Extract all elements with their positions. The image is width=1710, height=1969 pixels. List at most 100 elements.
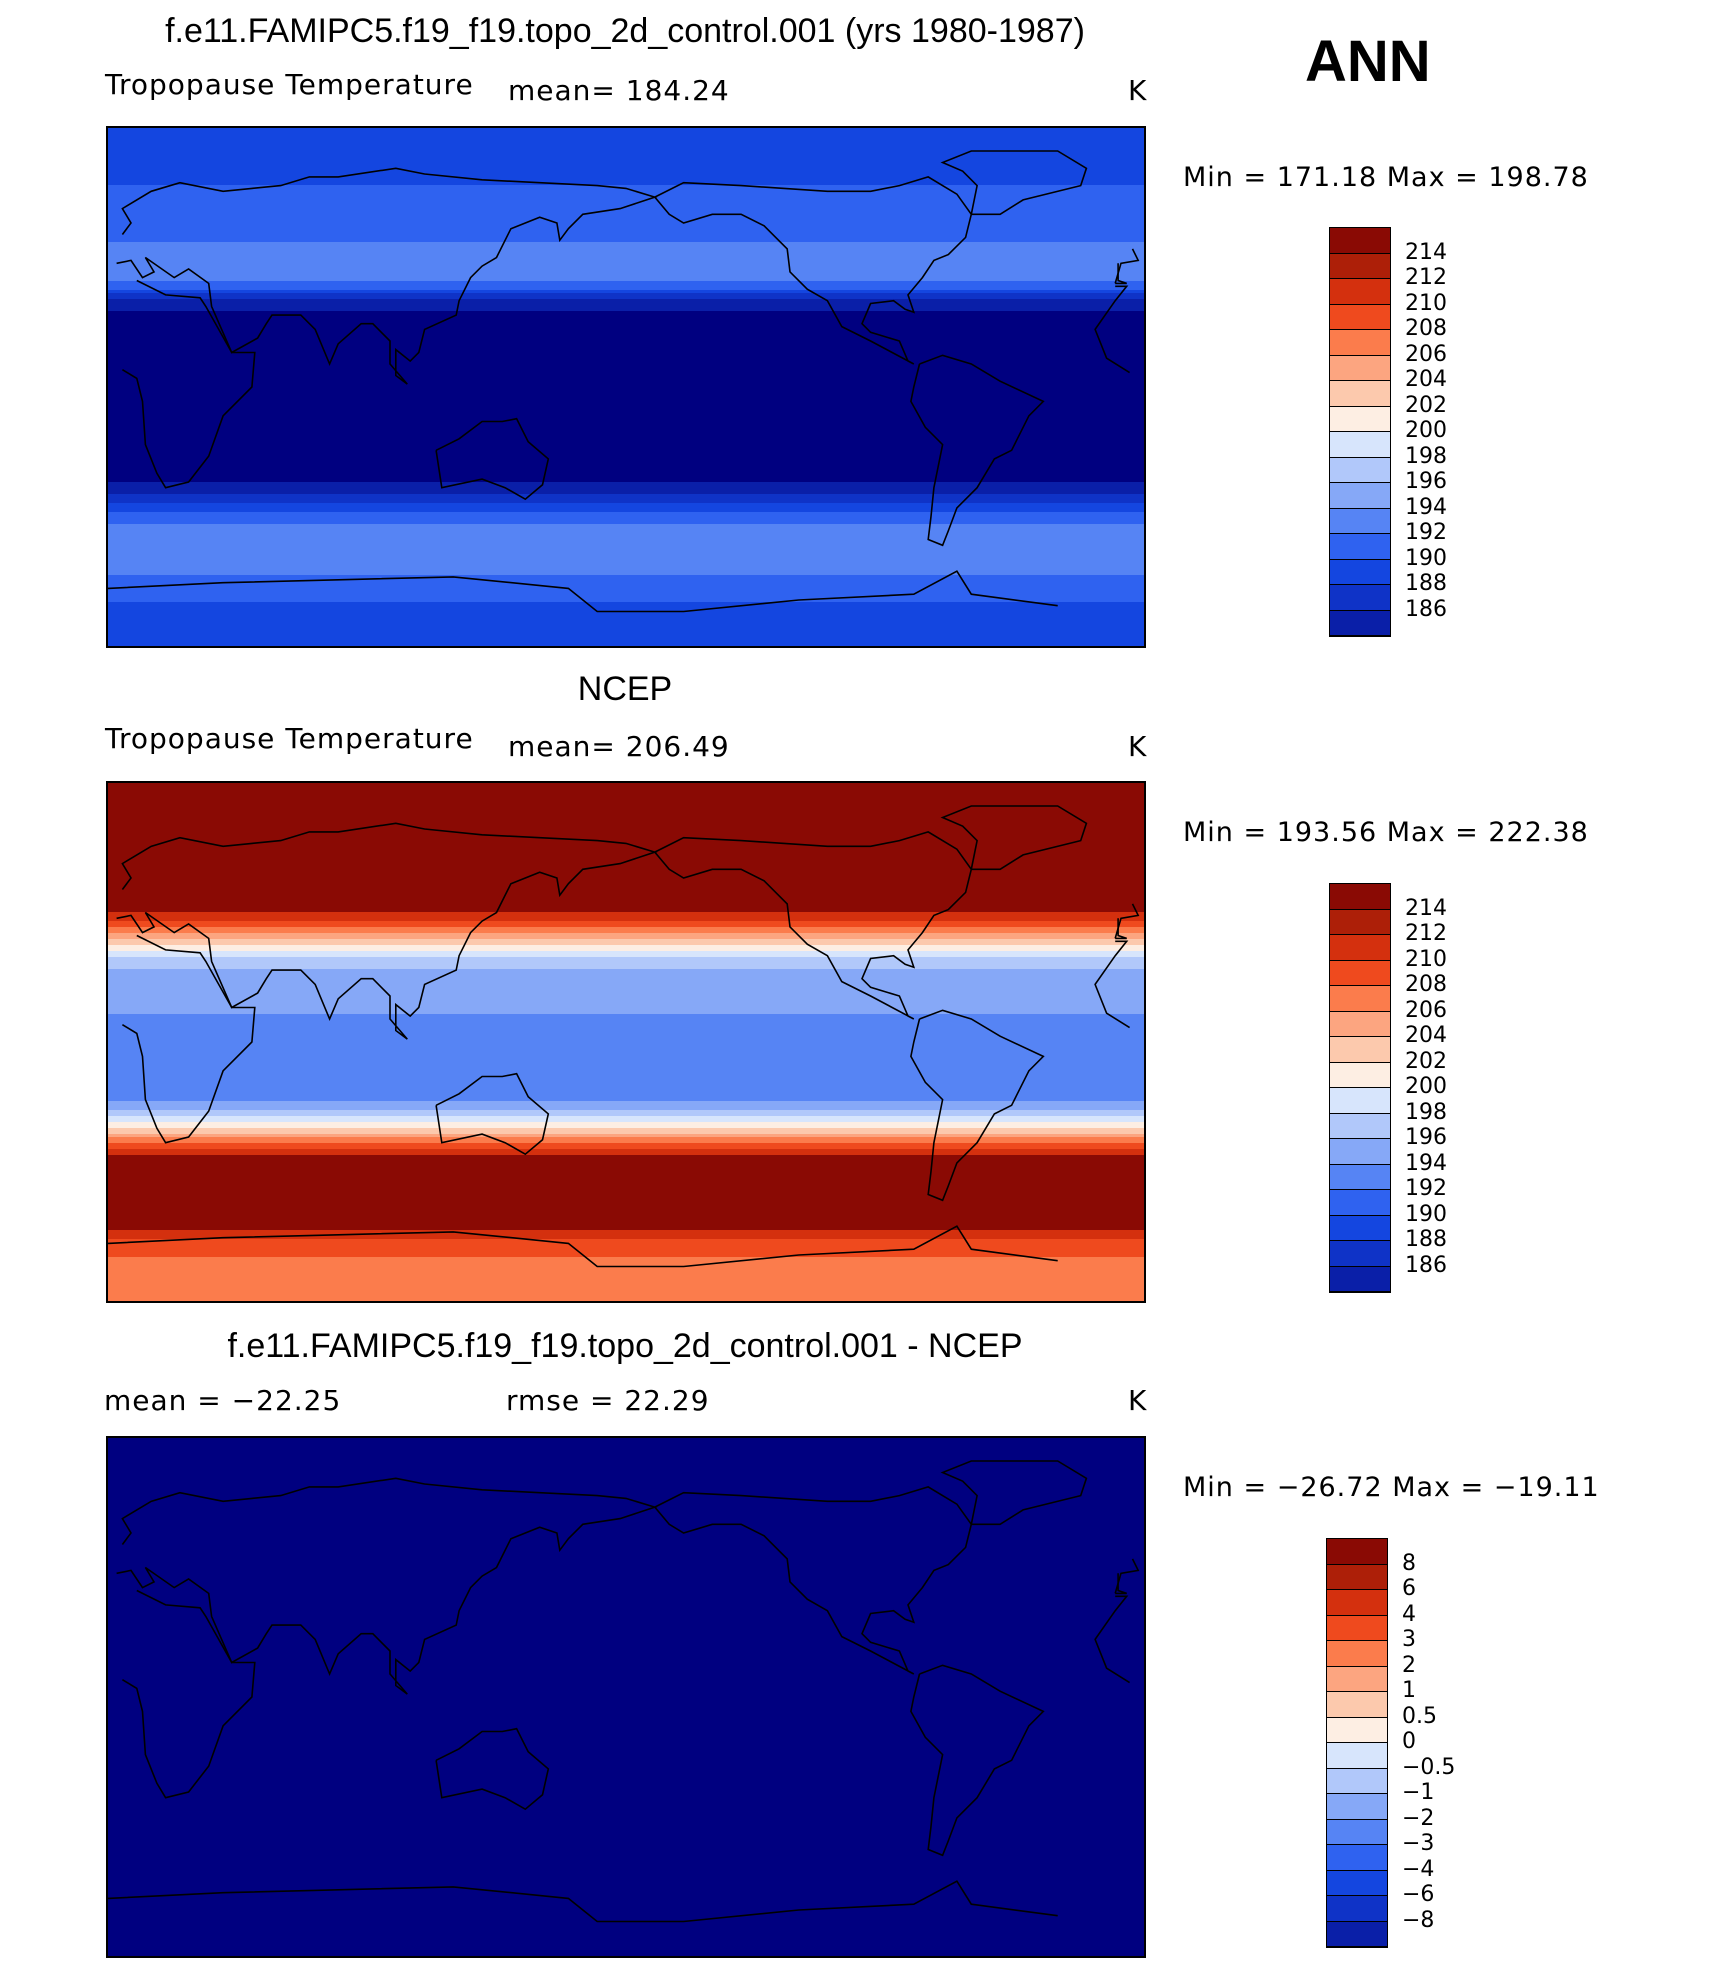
colorbar-segment: [1327, 1743, 1387, 1769]
field-band: [108, 909, 1144, 913]
field-band: [108, 1065, 1144, 1069]
field-band: [108, 1215, 1144, 1219]
field-band: [108, 1038, 1144, 1042]
field-band: [108, 530, 1144, 534]
field-band: [108, 155, 1144, 159]
panel-1-variable-label: Tropopause Temperature: [105, 68, 474, 101]
field-band: [108, 137, 1144, 141]
colorbar-tick-label: 1: [1402, 1678, 1416, 1703]
field-band: [108, 879, 1144, 883]
field-band: [108, 1594, 1144, 1598]
field-band: [108, 338, 1144, 342]
field-band: [108, 1948, 1144, 1952]
colorbar-tick-label: 186: [1405, 596, 1447, 622]
field-band: [108, 813, 1144, 817]
field-band: [108, 1612, 1144, 1616]
colorbar-tick-label: 3: [1402, 1627, 1416, 1652]
field-band: [108, 1771, 1144, 1775]
coastline: [116, 1477, 658, 1695]
field-band: [108, 290, 1144, 294]
field-band: [108, 545, 1144, 549]
field-band: [108, 308, 1144, 312]
colorbar-tick-label: 210: [1405, 290, 1447, 316]
field-band: [108, 1675, 1144, 1679]
colorbar-tick-label: 4: [1402, 1601, 1416, 1627]
colorbar-segment: [1330, 508, 1390, 534]
field-band: [108, 212, 1144, 216]
field-band: [108, 458, 1144, 462]
field-band: [108, 1699, 1144, 1703]
field-band: [108, 1236, 1144, 1240]
field-band: [108, 353, 1144, 357]
panel-3-units: K: [1128, 1384, 1148, 1417]
field-band: [108, 1816, 1144, 1820]
field-band: [108, 1504, 1144, 1508]
panel-1-field: [108, 128, 1144, 646]
field-band: [108, 1648, 1144, 1652]
field-band: [108, 1561, 1144, 1565]
field-band: [108, 347, 1144, 351]
field-band: [108, 1182, 1144, 1186]
coastline: [910, 1664, 1045, 1857]
field-band: [108, 1543, 1144, 1547]
field-band: [108, 512, 1144, 516]
field-band: [108, 1032, 1144, 1036]
field-band: [108, 1540, 1144, 1544]
field-band: [108, 1230, 1144, 1234]
field-band: [108, 1263, 1144, 1267]
field-band: [108, 215, 1144, 219]
field-band: [108, 1555, 1144, 1559]
field-band: [108, 891, 1144, 895]
field-band: [108, 1720, 1144, 1724]
field-band: [108, 263, 1144, 267]
coastline: [1094, 940, 1131, 1029]
field-band: [108, 611, 1144, 615]
colorbar-segment: [1330, 253, 1390, 279]
field-band: [108, 1501, 1144, 1505]
field-band: [108, 335, 1144, 339]
field-band: [108, 1729, 1144, 1733]
field-band: [108, 972, 1144, 976]
field-band: [108, 449, 1144, 453]
field-band: [108, 1930, 1144, 1934]
field-band: [108, 1750, 1144, 1754]
field-band: [108, 539, 1144, 543]
field-band: [108, 617, 1144, 621]
colorbar-tick-label: 2: [1402, 1652, 1416, 1678]
field-band: [108, 1062, 1144, 1066]
field-band: [108, 816, 1144, 820]
field-band: [108, 1239, 1144, 1243]
field-band: [108, 897, 1144, 901]
field-band: [108, 1140, 1144, 1144]
field-band: [108, 1299, 1144, 1301]
field-band: [108, 1924, 1144, 1928]
field-band: [108, 1023, 1144, 1027]
field-band: [108, 948, 1144, 952]
field-band: [108, 798, 1144, 802]
field-band: [108, 1900, 1144, 1904]
field-band: [108, 1954, 1144, 1956]
field-band: [108, 566, 1144, 570]
field-band: [108, 1741, 1144, 1745]
field-band: [108, 1867, 1144, 1871]
coastline: [1115, 1573, 1127, 1595]
field-band: [108, 1077, 1144, 1081]
field-band: [108, 1894, 1144, 1898]
field-band: [108, 1882, 1144, 1886]
field-band: [108, 801, 1144, 805]
field-band: [108, 278, 1144, 282]
field-band: [108, 191, 1144, 195]
field-band: [108, 951, 1144, 955]
field-band: [108, 362, 1144, 366]
field-band: [108, 440, 1144, 444]
field-band: [108, 1179, 1144, 1183]
panel-2-field: [108, 783, 1144, 1301]
field-band: [108, 1756, 1144, 1760]
coastline: [1094, 1595, 1131, 1684]
colorbar-segment: [1330, 1139, 1390, 1165]
field-band: [108, 1254, 1144, 1258]
coastline: [108, 1225, 1058, 1268]
field-band: [108, 1513, 1144, 1517]
field-band: [108, 1519, 1144, 1523]
colorbar-segment: [1327, 1819, 1387, 1845]
